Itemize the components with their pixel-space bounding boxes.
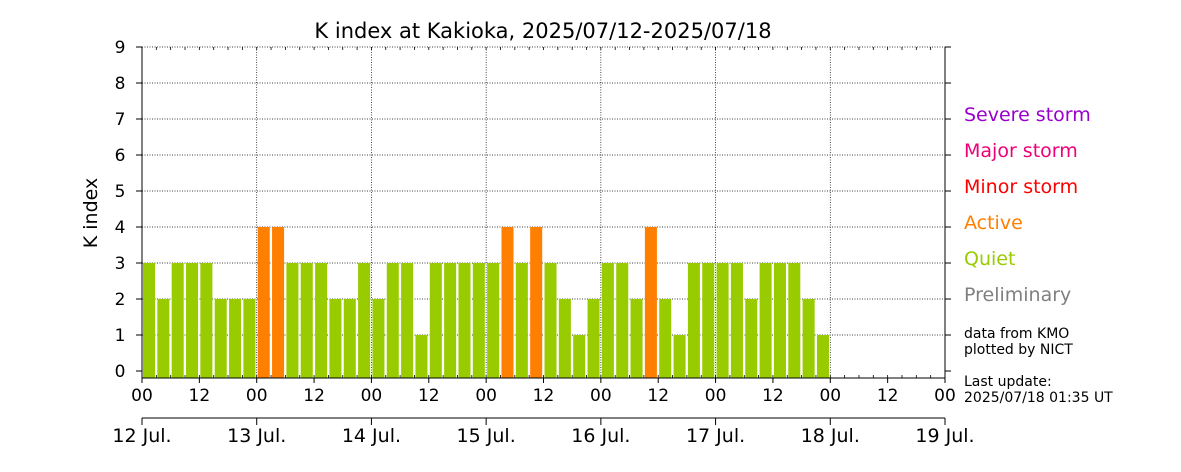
k-bar-41 [730, 263, 743, 378]
k-bar-0 [143, 263, 156, 378]
date-label-4: 16 Jul. [571, 425, 630, 447]
k-bar-36 [659, 299, 672, 378]
x-hour-label-13: 12 [877, 386, 899, 406]
k-bar-1 [157, 299, 170, 378]
x-hour-label-14: 00 [934, 386, 956, 406]
k-bar-46 [802, 299, 815, 378]
k-bar-18 [401, 263, 414, 378]
k-bar-5 [214, 299, 227, 378]
k-bar-44 [773, 263, 786, 378]
k-bar-38 [687, 263, 700, 378]
k-bar-16 [372, 299, 385, 378]
k-bar-2 [171, 263, 184, 378]
x-hour-label-7: 12 [533, 386, 555, 406]
k-bar-3 [186, 263, 199, 378]
chart-title: K index at Kakioka, 2025/07/12-2025/07/1… [314, 19, 771, 43]
y-axis-label: K index [80, 178, 102, 248]
k-bar-35 [644, 227, 657, 378]
x-hour-label-5: 12 [418, 386, 440, 406]
x-hour-label-10: 00 [705, 386, 727, 406]
x-hour-label-0: 00 [131, 386, 153, 406]
k-bar-29 [558, 299, 571, 378]
legend-preliminary: Preliminary [964, 284, 1072, 306]
k-bar-13 [329, 299, 342, 378]
k-bar-12 [315, 263, 328, 378]
x-hour-label-9: 12 [647, 386, 669, 406]
k-bar-9 [272, 227, 285, 378]
last-update-value: 2025/07/18 01:35 UT [964, 390, 1113, 406]
k-bar-47 [816, 335, 829, 378]
k-bar-42 [745, 299, 758, 378]
k-bar-11 [300, 263, 313, 378]
k-bar-6 [229, 299, 242, 378]
k-bar-37 [673, 335, 686, 378]
k-bar-4 [200, 263, 213, 378]
source-note-nict: plotted by NICT [964, 342, 1073, 358]
date-label-6: 18 Jul. [801, 425, 860, 447]
y-tick-label-0: 0 [115, 362, 126, 382]
k-bar-8 [257, 227, 270, 378]
k-bar-15 [358, 263, 371, 378]
k-bar-27 [530, 227, 543, 378]
y-tick-label-4: 4 [115, 218, 126, 238]
k-bar-45 [788, 263, 801, 378]
bars [143, 227, 829, 378]
k-bar-28 [544, 263, 557, 378]
k-bar-26 [515, 263, 528, 378]
legend-minor-storm: Minor storm [964, 176, 1079, 198]
k-bar-19 [415, 335, 428, 378]
k-bar-30 [573, 335, 586, 378]
y-tick-label-2: 2 [115, 290, 126, 310]
legend-active: Active [964, 212, 1023, 234]
k-bar-33 [616, 263, 629, 378]
k-bar-34 [630, 299, 643, 378]
x-hour-label-12: 00 [819, 386, 841, 406]
source-note-kmo: data from KMO [964, 326, 1070, 342]
legend-quiet: Quiet [964, 248, 1016, 270]
k-bar-10 [286, 263, 299, 378]
x-hour-label-3: 12 [303, 386, 325, 406]
k-bar-39 [702, 263, 715, 378]
k-bar-25 [501, 227, 514, 378]
k-bar-23 [472, 263, 485, 378]
date-label-7: 19 Jul. [915, 425, 974, 447]
k-bar-17 [386, 263, 399, 378]
x-hour-label-8: 00 [590, 386, 612, 406]
axes [136, 46, 951, 425]
legend-severe-storm: Severe storm [964, 104, 1091, 126]
grid-lines [142, 46, 945, 378]
k-bar-24 [487, 263, 500, 378]
date-label-3: 15 Jul. [457, 425, 516, 447]
y-tick-label-1: 1 [115, 326, 126, 346]
x-hour-label-2: 00 [246, 386, 268, 406]
k-bar-22 [458, 263, 471, 378]
date-label-0: 12 Jul. [112, 425, 171, 447]
y-tick-label-3: 3 [115, 254, 126, 274]
date-label-5: 17 Jul. [686, 425, 745, 447]
y-tick-label-7: 7 [115, 110, 126, 130]
date-label-1: 13 Jul. [227, 425, 286, 447]
k-bar-31 [587, 299, 600, 378]
legend-major-storm: Major storm [964, 140, 1078, 162]
k-bar-14 [343, 299, 356, 378]
y-tick-label-6: 6 [115, 146, 126, 166]
y-tick-label-8: 8 [115, 74, 126, 94]
x-hour-label-11: 12 [762, 386, 784, 406]
date-label-2: 14 Jul. [342, 425, 401, 447]
k-bar-7 [243, 299, 256, 378]
y-tick-label-5: 5 [115, 182, 126, 202]
x-hour-label-6: 00 [475, 386, 497, 406]
y-tick-label-9: 9 [115, 38, 126, 58]
k-bar-32 [601, 263, 614, 378]
x-hour-label-4: 00 [361, 386, 383, 406]
k-bar-20 [429, 263, 442, 378]
x-hour-label-1: 12 [189, 386, 211, 406]
last-update-label: Last update: [964, 374, 1052, 390]
k-bar-43 [759, 263, 772, 378]
k-bar-40 [716, 263, 729, 378]
k-bar-21 [444, 263, 457, 378]
